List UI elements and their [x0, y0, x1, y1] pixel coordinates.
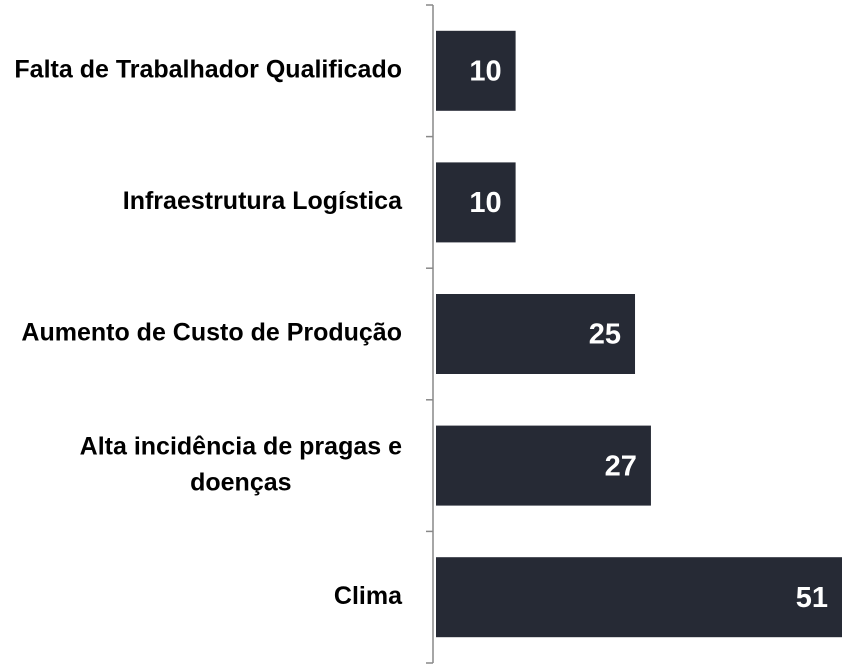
- bar: [436, 30, 516, 111]
- bar: [436, 557, 842, 638]
- bar: [436, 425, 651, 506]
- category-label: Clima: [334, 582, 403, 610]
- value-label: 51: [796, 582, 828, 614]
- value-label: 27: [605, 450, 637, 482]
- value-label: 25: [589, 319, 621, 351]
- category-label: Infraestrutura Logística: [123, 187, 403, 215]
- value-label: 10: [469, 55, 501, 87]
- bar: [436, 162, 516, 243]
- category-label: Alta incidência de pragas e doenças: [80, 432, 402, 496]
- value-label: 10: [469, 187, 501, 219]
- bar: [436, 294, 636, 374]
- category-label: Falta de Trabalhador Qualificado: [14, 55, 402, 83]
- category-label: Aumento de Custo de Produção: [21, 319, 402, 347]
